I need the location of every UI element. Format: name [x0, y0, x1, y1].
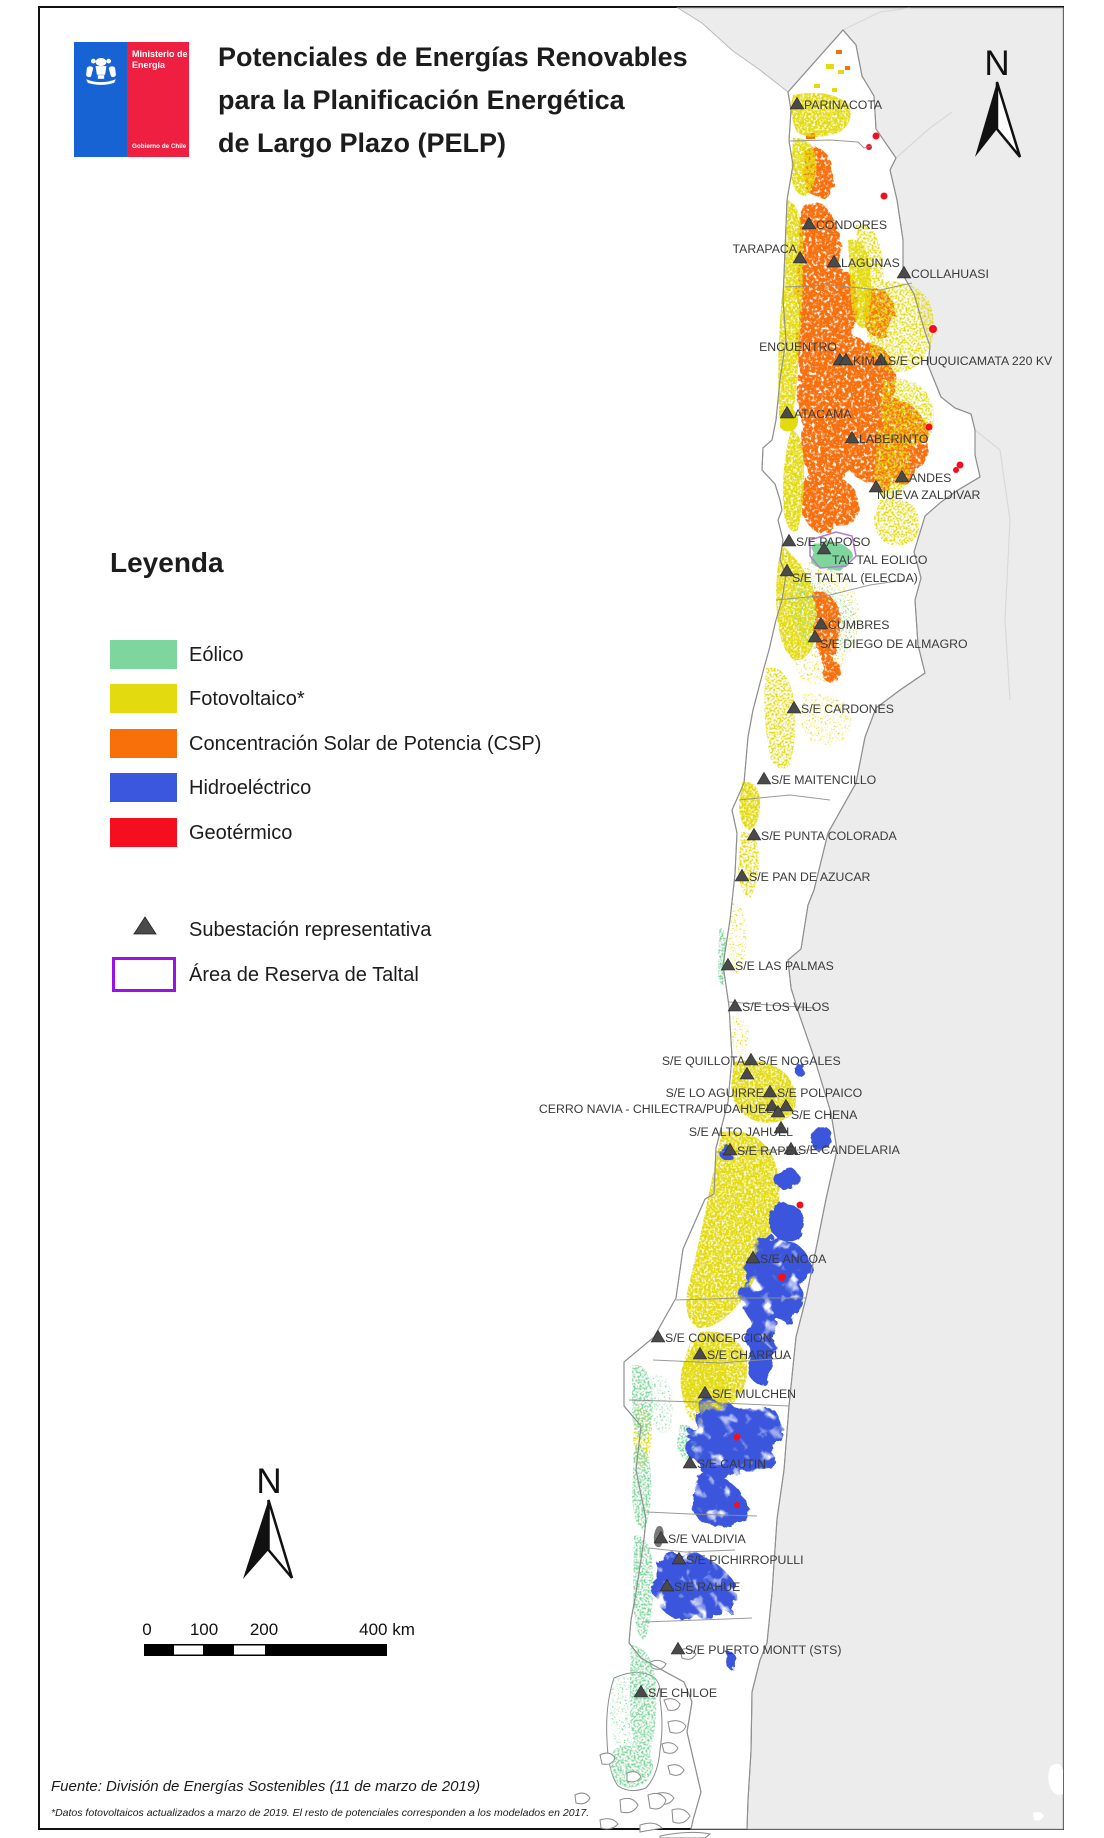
svg-text:S/E VALDIVIA: S/E VALDIVIA [668, 1532, 746, 1546]
svg-text:NUEVA ZALDIVAR: NUEVA ZALDIVAR [877, 488, 981, 502]
svg-text:S/E MULCHEN: S/E MULCHEN [712, 1387, 796, 1401]
svg-text:400 km: 400 km [359, 1620, 415, 1639]
svg-text:ATACAMA: ATACAMA [794, 407, 852, 421]
svg-text:CUMBRES: CUMBRES [828, 618, 890, 632]
svg-text:S/E LAS PALMAS: S/E LAS PALMAS [735, 959, 834, 973]
svg-text:S/E PUNTA COLORADA: S/E PUNTA COLORADA [761, 829, 898, 843]
svg-text:0: 0 [142, 1620, 151, 1639]
svg-text:S/E PUERTO MONTT (STS): S/E PUERTO MONTT (STS) [685, 1643, 841, 1657]
svg-text:S/E CHILOE: S/E CHILOE [648, 1686, 717, 1700]
svg-text:KIMAL: KIMAL [853, 354, 890, 368]
svg-text:200: 200 [250, 1620, 278, 1639]
svg-text:LABERINTO: LABERINTO [859, 432, 928, 446]
svg-text:S/E MAITENCILLO: S/E MAITENCILLO [771, 773, 876, 787]
svg-text:LAGUNAS: LAGUNAS [841, 256, 900, 270]
svg-text:S/E CANDELARIA: S/E CANDELARIA [798, 1143, 901, 1157]
svg-text:S/E LOS VILOS: S/E LOS VILOS [742, 1000, 829, 1014]
svg-text:S/E RAHUE: S/E RAHUE [674, 1580, 740, 1594]
svg-text:100: 100 [190, 1620, 218, 1639]
svg-text:S/E CARDONES: S/E CARDONES [801, 702, 894, 716]
svg-text:S/E ANCOA: S/E ANCOA [760, 1252, 827, 1266]
svg-text:S/E CHARRUA: S/E CHARRUA [707, 1348, 792, 1362]
svg-text:CERRO NAVIA - CHILECTRA/PUDAHU: CERRO NAVIA - CHILECTRA/PUDAHUEL [539, 1102, 773, 1116]
svg-text:S/E CAUTIN: S/E CAUTIN [697, 1457, 766, 1471]
svg-text:TARAPACA: TARAPACA [733, 242, 798, 256]
svg-text:S/E ALTO JAHUEL: S/E ALTO JAHUEL [689, 1125, 793, 1139]
svg-text:S/E DIEGO DE ALMAGRO: S/E DIEGO DE ALMAGRO [820, 637, 968, 651]
svg-text:S/E RAPEL: S/E RAPEL [737, 1144, 801, 1158]
svg-text:S/E QUILLOTA: S/E QUILLOTA [662, 1054, 746, 1068]
svg-text:ANDES: ANDES [909, 471, 951, 485]
svg-text:S/E PICHIRROPULLI: S/E PICHIRROPULLI [686, 1553, 804, 1567]
svg-text:PARINACOTA: PARINACOTA [804, 98, 883, 112]
svg-text:S/E POLPAICO: S/E POLPAICO [777, 1086, 862, 1100]
svg-text:TAL TAL EOLICO: TAL TAL EOLICO [832, 553, 927, 567]
svg-text:N: N [984, 44, 1009, 83]
svg-text:S/E PAN DE AZUCAR: S/E PAN DE AZUCAR [749, 870, 871, 884]
svg-text:S/E LO AGUIRRE: S/E LO AGUIRRE [666, 1086, 764, 1100]
svg-text:S/E TALTAL (ELECDA): S/E TALTAL (ELECDA) [792, 571, 918, 585]
svg-text:S/E NOGALES: S/E NOGALES [758, 1054, 841, 1068]
svg-text:S/E PAPOSO: S/E PAPOSO [796, 535, 870, 549]
svg-text:ENCUENTRO: ENCUENTRO [759, 340, 837, 354]
svg-text:S/E CHENA: S/E CHENA [791, 1108, 858, 1122]
svg-text:S/E CONCEPCION: S/E CONCEPCION [665, 1331, 772, 1345]
svg-text:N: N [256, 1462, 281, 1501]
svg-text:S/E CHUQUICAMATA 220 KV: S/E CHUQUICAMATA 220 KV [888, 354, 1053, 368]
svg-text:CONDORES: CONDORES [816, 218, 887, 232]
svg-text:COLLAHUASI: COLLAHUASI [911, 267, 989, 281]
